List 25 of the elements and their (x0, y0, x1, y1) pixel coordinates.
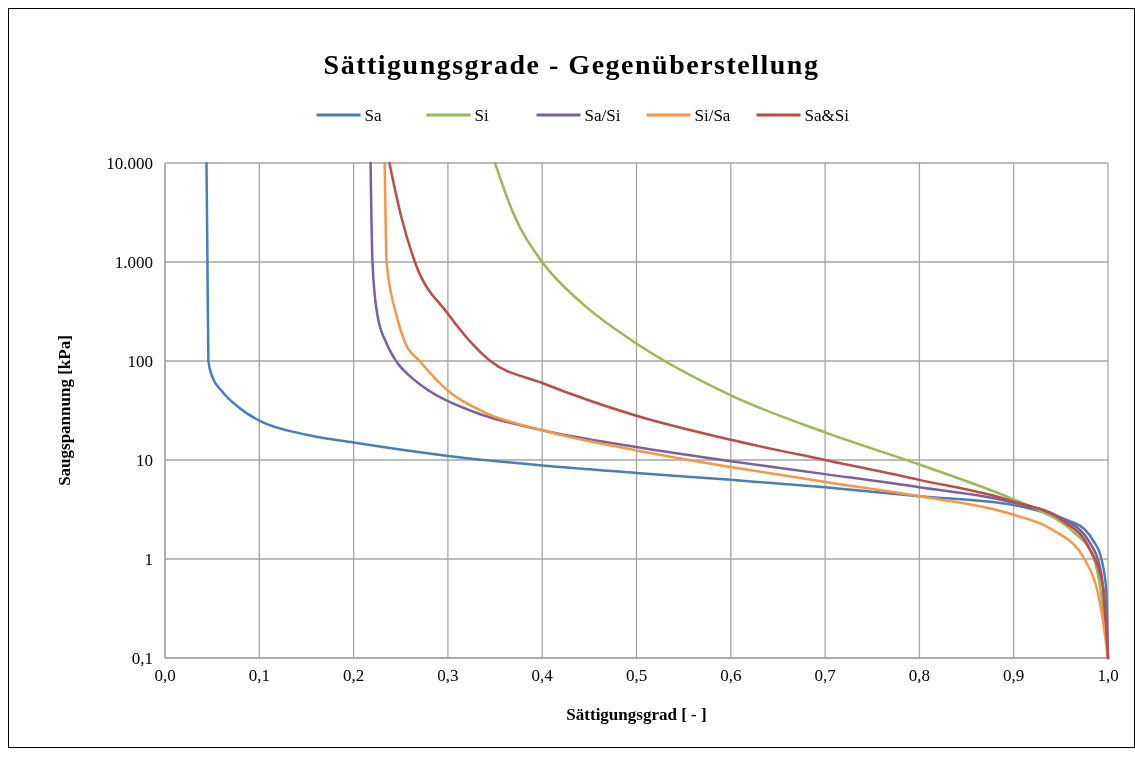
x-tick-label: 0,6 (720, 666, 742, 685)
x-tick-label: 0,8 (908, 666, 931, 685)
legend-label: Sa/Si (584, 106, 621, 125)
x-tick-label: 0,7 (814, 666, 837, 685)
y-tick-label: 10 (136, 450, 153, 470)
legend-label: Si (474, 106, 489, 125)
legend-label: Sa&Si (804, 106, 850, 125)
x-tick-label: 0,0 (154, 666, 176, 685)
x-axis-title: Sättigungsgrad [ - ] (566, 705, 707, 724)
y-tick-label: 10.000 (106, 153, 153, 173)
y-tick-label: 100 (127, 351, 153, 371)
x-tick-label: 0,9 (1003, 666, 1025, 685)
x-tick-label: 0,1 (248, 666, 270, 685)
y-tick-label: 1.000 (114, 252, 153, 272)
x-tick-label: 1,0 (1097, 666, 1119, 685)
y-tick-label: 1 (144, 549, 153, 569)
x-tick-label: 0,5 (625, 666, 648, 685)
legend-label: Sa (364, 106, 382, 125)
chart-title: Sättigungsgrade - Gegenüberstellung (323, 49, 820, 80)
y-tick-label: 0,1 (131, 648, 153, 668)
x-tick-label: 0,3 (437, 666, 459, 685)
x-tick-label: 0,2 (342, 666, 365, 685)
y-axis-title: Saugspannung [kPa] (55, 335, 74, 486)
legend-label: Si/Sa (694, 106, 731, 125)
x-tick-label: 0,4 (531, 666, 554, 685)
